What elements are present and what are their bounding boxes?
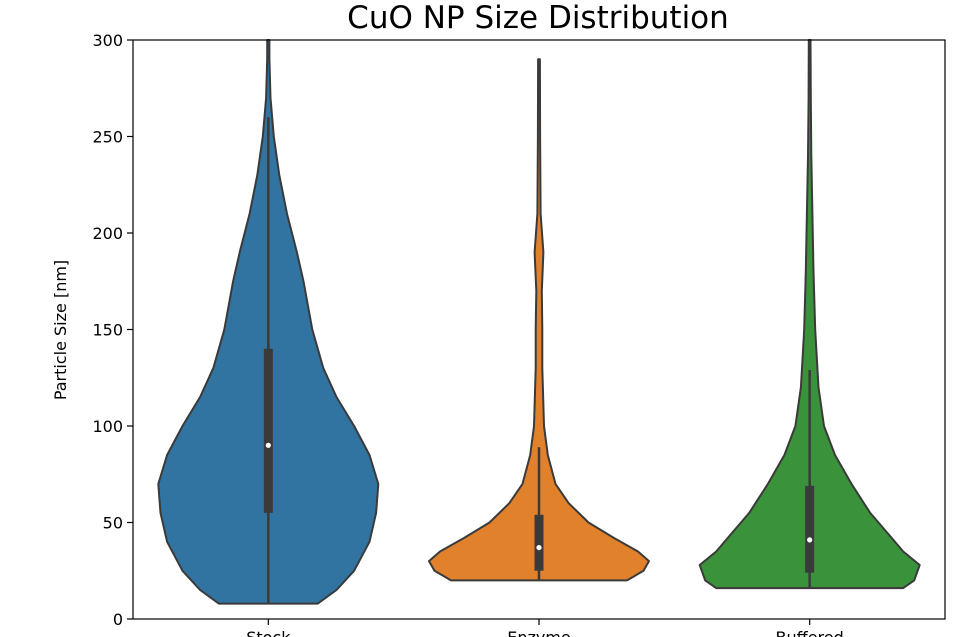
violin-iqr-box xyxy=(263,348,273,513)
chart-title: CuO NP Size Distribution xyxy=(347,0,729,36)
y-tick-label: 150 xyxy=(92,321,123,340)
x-tick-label: Stock xyxy=(246,628,291,637)
plot-frame xyxy=(132,39,946,620)
y-tick-label: 100 xyxy=(92,417,123,436)
violin-median-point xyxy=(536,544,542,551)
y-tick-label: 0 xyxy=(113,610,123,629)
x-tick-label: Enzyme xyxy=(507,628,571,637)
y-tick-label: 200 xyxy=(92,224,123,243)
violin-median-point xyxy=(265,442,271,448)
y-tick-label: 250 xyxy=(92,128,123,147)
violin-iqr-box xyxy=(534,514,544,571)
y-tick-label: 300 xyxy=(92,31,123,50)
violin-body xyxy=(428,58,650,582)
violin-median-point xyxy=(807,537,813,543)
y-ticks: 0 50 100 150 200 250 300 xyxy=(92,31,133,629)
violins xyxy=(157,39,921,605)
violin-iqr-box xyxy=(805,485,815,573)
x-ticks: Stock Enzyme Buffered xyxy=(246,619,844,637)
x-tick-label: Buffered xyxy=(776,628,844,637)
y-tick-label: 50 xyxy=(103,514,123,533)
y-axis-label: Particle Size [nm] xyxy=(51,260,70,400)
